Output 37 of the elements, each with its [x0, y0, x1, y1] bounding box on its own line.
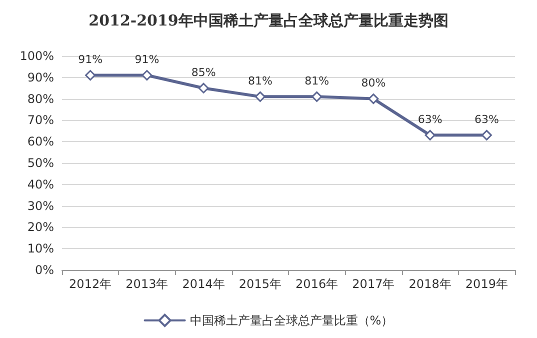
data-label: 63% — [474, 112, 499, 126]
x-tick-label: 2012年 — [69, 277, 112, 291]
x-tick-label: 2014年 — [182, 277, 225, 291]
x-tick-label: 2013年 — [126, 277, 168, 291]
x-tick-label: 2016年 — [296, 277, 338, 291]
y-tick-label: 20% — [27, 220, 54, 234]
y-tick-label: 80% — [27, 92, 54, 106]
data-label: 80% — [361, 76, 386, 90]
point — [424, 130, 436, 140]
point — [198, 82, 209, 94]
y-tick-label: 30% — [27, 198, 54, 213]
data-label: 81% — [304, 74, 330, 88]
legend-label: 中国稀土产量占全球总产量比重（%） — [190, 313, 394, 328]
y-tick-label: 60% — [27, 134, 54, 149]
x-tick-label: 2017年 — [352, 277, 395, 291]
data-label: 63% — [418, 112, 442, 126]
chart-title: 2012-2019年中国稀土产量占全球总产量比重走势图 — [88, 12, 448, 30]
data-label: 85% — [191, 66, 216, 79]
data-label: 91% — [134, 53, 160, 66]
data-label: 81% — [248, 74, 272, 88]
y-tick-label: 100% — [20, 49, 54, 63]
y-tick-label: 10% — [27, 242, 54, 256]
point — [481, 130, 492, 140]
point — [85, 70, 96, 81]
y-tick-label: 40% — [27, 177, 54, 192]
x-tick-label: 2018年 — [408, 277, 452, 291]
y-tick-label: 0% — [34, 263, 54, 277]
point — [368, 94, 379, 104]
y-tick-label: 50% — [27, 156, 54, 170]
x-tick-label: 2015年 — [238, 277, 282, 291]
y-tick-label: 90% — [27, 70, 54, 84]
point — [312, 91, 322, 102]
x-tick-label: 2019年 — [465, 277, 508, 291]
point — [142, 70, 152, 81]
data-label: 91% — [78, 53, 103, 66]
point — [254, 91, 266, 102]
y-tick-label: 70% — [27, 113, 54, 128]
